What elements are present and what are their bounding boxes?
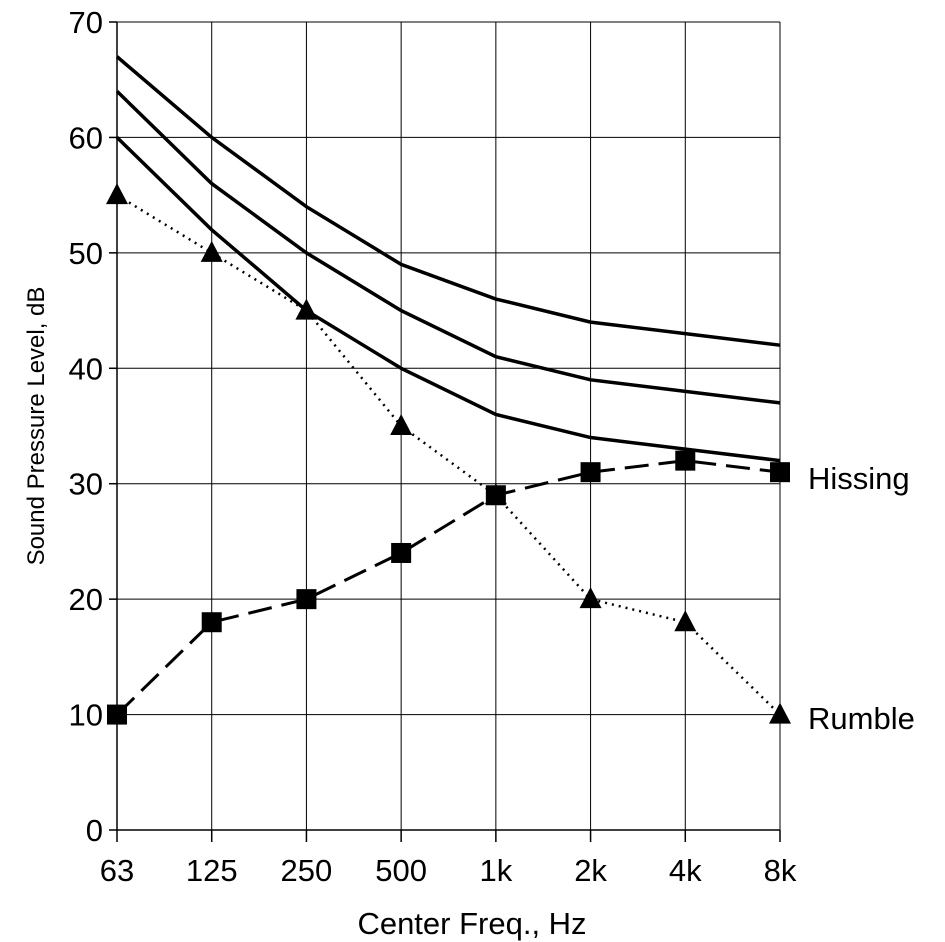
- point-hissing-63: [107, 704, 127, 725]
- series-line-curve-3: [115, 136, 781, 463]
- point-rumble-1k: [484, 483, 507, 505]
- tick-labels: 0 10 20 30 40 50 60 70 63 125 250 500 1k 2k 4k 8k: [69, 5, 797, 888]
- x-tick-label-250: 250: [281, 853, 333, 888]
- series-label-rumble: Rumble: [808, 701, 915, 736]
- x-tick-label-8k: 8k: [764, 853, 797, 888]
- series-layer: [106, 55, 791, 725]
- point-rumble-2k: [579, 587, 602, 609]
- point-hissing-2k: [580, 462, 601, 483]
- y-tick-label-10: 10: [69, 698, 103, 733]
- point-rumble-250: [295, 298, 318, 320]
- y-tick-label-20: 20: [69, 582, 103, 617]
- x-tick-label-1k: 1k: [479, 853, 512, 888]
- y-tick-label-0: 0: [86, 813, 103, 848]
- y-tick-label-50: 50: [69, 236, 103, 271]
- y-tick-label-70: 70: [69, 5, 103, 40]
- point-rumble-8k: [769, 702, 791, 724]
- series-line-curve-2: [115, 90, 781, 405]
- axes: [109, 21, 781, 842]
- x-axis-title: Center Freq., Hz: [357, 906, 586, 941]
- y-axis-title: Sound Pressure Level, dB: [23, 287, 50, 566]
- point-hissing-8k: [770, 462, 790, 483]
- series-line-hissing: [115, 459, 781, 716]
- grid: [117, 21, 781, 830]
- point-hissing-125: [201, 612, 222, 633]
- y-tick-label-40: 40: [69, 351, 103, 386]
- point-rumble-4k: [674, 610, 697, 632]
- point-hissing-500: [391, 542, 412, 563]
- y-tick-label-60: 60: [69, 120, 103, 155]
- point-hissing-4k: [675, 450, 696, 471]
- series-line-curve-1: [115, 55, 781, 347]
- series-label-hissing: Hissing: [808, 461, 910, 496]
- x-tick-label-500: 500: [375, 853, 427, 888]
- point-hissing-250: [296, 589, 317, 610]
- point-rumble-63: [106, 183, 128, 205]
- x-tick-label-125: 125: [186, 853, 238, 888]
- x-tick-label-2k: 2k: [574, 853, 607, 888]
- x-tick-label-4k: 4k: [669, 853, 702, 888]
- y-tick-label-30: 30: [69, 467, 103, 502]
- x-tick-label-63: 63: [100, 853, 134, 888]
- point-rumble-500: [390, 414, 413, 435]
- point-rumble-125: [200, 240, 223, 262]
